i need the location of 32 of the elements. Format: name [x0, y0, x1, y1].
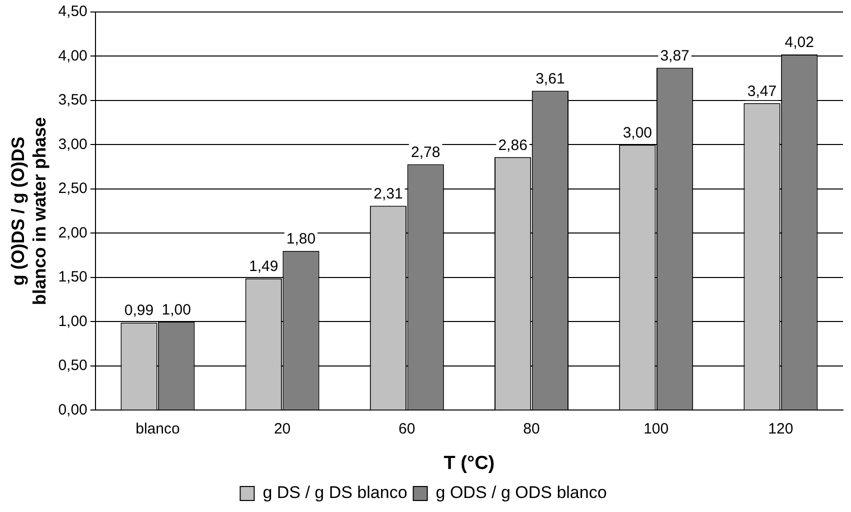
data-label: 3,47 — [747, 82, 777, 100]
y-tick-label: 1,50 — [58, 268, 88, 286]
x-tick-label: blanco — [136, 420, 180, 438]
x-tick-label: 20 — [274, 420, 291, 438]
y-tick-label: 1,00 — [58, 312, 88, 330]
data-label: 1,80 — [286, 230, 316, 248]
y-tick-label: 4,00 — [58, 47, 88, 64]
data-label: 2,78 — [410, 144, 440, 161]
data-label: 3,00 — [622, 124, 652, 142]
y-tick-label: 3,00 — [58, 136, 88, 153]
x-tick-label: 80 — [523, 420, 540, 438]
y-axis-title: g (O)DS / g (O)DS blanco in water phase — [8, 117, 50, 306]
x-tick-label: 100 — [644, 420, 669, 438]
data-label: 1,00 — [162, 301, 191, 318]
data-label: 2,86 — [498, 136, 528, 154]
data-label: 0,99 — [124, 302, 154, 320]
data-label: 2,31 — [374, 185, 403, 202]
y-tick-label: 4,50 — [58, 3, 88, 20]
data-label: 3,61 — [536, 70, 565, 88]
x-tick-label: 60 — [398, 420, 416, 438]
data-label: 4,02 — [784, 34, 814, 52]
x-tick-label: 120 — [768, 420, 794, 438]
y-tick-label: 2,50 — [58, 180, 88, 198]
y-tick-label: 0,00 — [58, 401, 88, 418]
y-tick-label: 0,50 — [58, 357, 88, 374]
y-tick-label: 2,00 — [58, 224, 88, 242]
data-label: 1,49 — [249, 258, 278, 275]
x-axis-title: T (°C) — [444, 452, 495, 474]
legend-label: g DS / g DS blanco — [262, 483, 408, 502]
legend-label: g ODS / g ODS blanco — [436, 483, 607, 502]
y-tick-label: 3,50 — [58, 92, 88, 109]
data-label: 3,87 — [660, 47, 690, 64]
